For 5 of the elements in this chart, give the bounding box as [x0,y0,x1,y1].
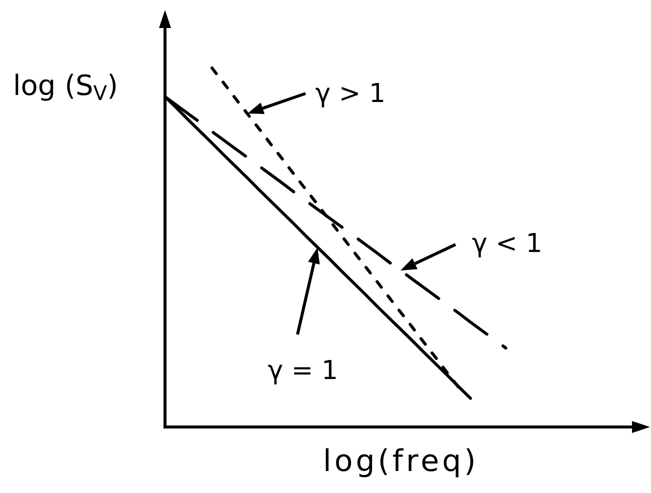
y-axis-title: log (S$_{V}$) [13,69,118,106]
x-axis-title: log(freq) [323,444,479,479]
annotation: γ < 1 [472,229,542,260]
annotation: γ = 1 [268,356,338,386]
annotation: γ > 1 [315,78,386,109]
